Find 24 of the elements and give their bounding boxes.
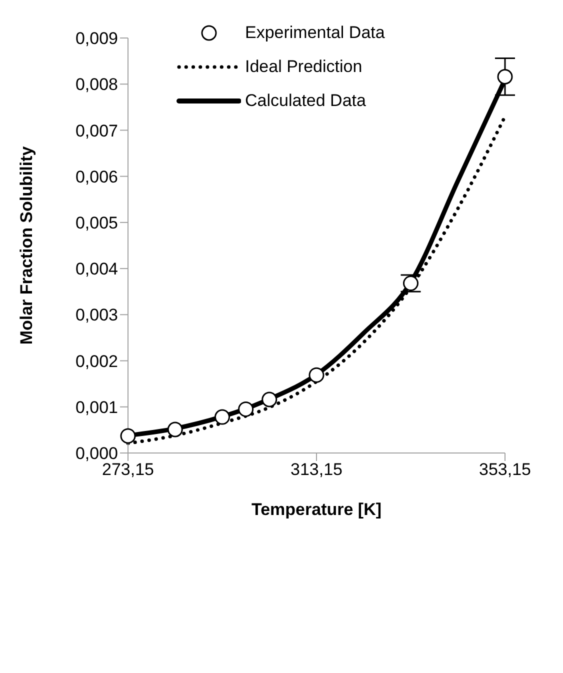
- y-tick-label: 0,008: [75, 75, 118, 94]
- point: [262, 392, 278, 408]
- legend-label: Experimental Data: [245, 22, 385, 44]
- x-axis-title: Temperature [K]: [251, 500, 382, 519]
- x-tick-label: 353,15: [479, 460, 531, 480]
- y-tick-label: 0,007: [75, 121, 118, 140]
- legend-label: Ideal Prediction: [245, 56, 362, 78]
- y-tick-label: 0,009: [75, 29, 118, 48]
- legend-label: Calculated Data: [245, 90, 366, 112]
- point: [120, 428, 136, 444]
- point: [308, 367, 324, 383]
- point: [238, 401, 254, 417]
- y-tick-label: 0,003: [75, 306, 118, 325]
- point: [403, 276, 418, 292]
- point: [497, 68, 513, 84]
- y-tick-label: 0,006: [75, 167, 118, 186]
- point: [167, 422, 183, 438]
- y-tick-label: 0,004: [75, 260, 118, 279]
- x-tick-label: 313,15: [290, 460, 342, 480]
- y-axis-title: Molar Fraction Solubility: [17, 146, 36, 345]
- y-tick-label: 0,005: [75, 213, 118, 232]
- y-tick-label: 0,001: [75, 398, 118, 417]
- point: [214, 409, 230, 425]
- y-tick-label: 0,002: [75, 352, 118, 371]
